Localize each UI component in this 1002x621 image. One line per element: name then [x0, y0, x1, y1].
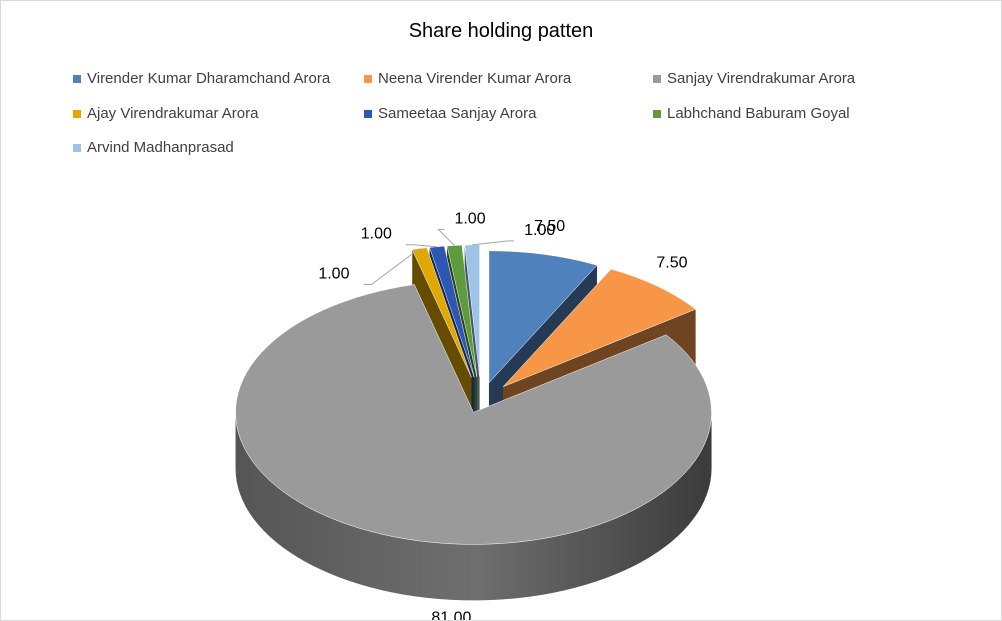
leader-line	[405, 244, 437, 248]
data-label: 7.50	[534, 218, 565, 235]
legend-label: Neena Virender Kumar Arora	[378, 70, 572, 87]
pie-slice-side	[235, 412, 712, 601]
legend-swatch	[653, 74, 661, 83]
legend-label: Labhchand Baburam Goyal	[667, 105, 850, 122]
legend-item: Labhchand Baburam Goyal	[653, 105, 850, 122]
pie-slice-top	[411, 247, 472, 378]
data-label: 1.00	[361, 226, 392, 243]
legend-swatch	[73, 74, 81, 83]
legend-swatch	[364, 74, 372, 83]
legend-item: Virender Kumar Dharamchand Arora	[73, 70, 330, 87]
pie-slice-top	[235, 284, 712, 545]
legend-label: Sanjay Virendrakumar Arora	[667, 70, 856, 87]
pie-slice-top	[502, 268, 697, 388]
legend-item: Sanjay Virendrakumar Arora	[653, 70, 855, 87]
leader-line	[363, 248, 420, 286]
label-layer: 7.50 7.50 81.00 1.00 1.00 1.00 1.00	[318, 210, 687, 620]
pie-slice	[235, 284, 712, 601]
pie-slice-top	[429, 245, 475, 378]
data-label: 1.00	[524, 222, 555, 239]
data-label: 81.00	[431, 610, 471, 620]
legend-swatch	[364, 109, 372, 118]
pie-slice-top	[488, 250, 598, 384]
legend-label: Arvind Madhanprasad	[87, 139, 234, 156]
leader-line	[472, 240, 515, 246]
legend-label: Virender Kumar Dharamchand Arora	[87, 70, 331, 87]
data-label: 1.00	[454, 210, 485, 227]
legend-item: Arvind Madhanprasad	[73, 139, 234, 156]
pie-layer	[235, 244, 712, 601]
legend-item: Sameetaa Sanjay Arora	[364, 105, 536, 122]
legend-swatch	[73, 109, 81, 118]
legend-swatch	[653, 109, 661, 118]
legend-item: Neena Virender Kumar Arora	[364, 70, 571, 87]
legend-label: Sameetaa Sanjay Arora	[378, 105, 537, 122]
legend-swatch	[73, 143, 81, 152]
data-label: 1.00	[318, 266, 349, 283]
legend-item: Ajay Virendrakumar Arora	[73, 105, 258, 122]
leader-line	[437, 228, 455, 246]
legend-label: Ajay Virendrakumar Arora	[87, 105, 259, 122]
data-label: 7.50	[656, 255, 687, 272]
chart-title: Share holding patten	[408, 20, 594, 42]
